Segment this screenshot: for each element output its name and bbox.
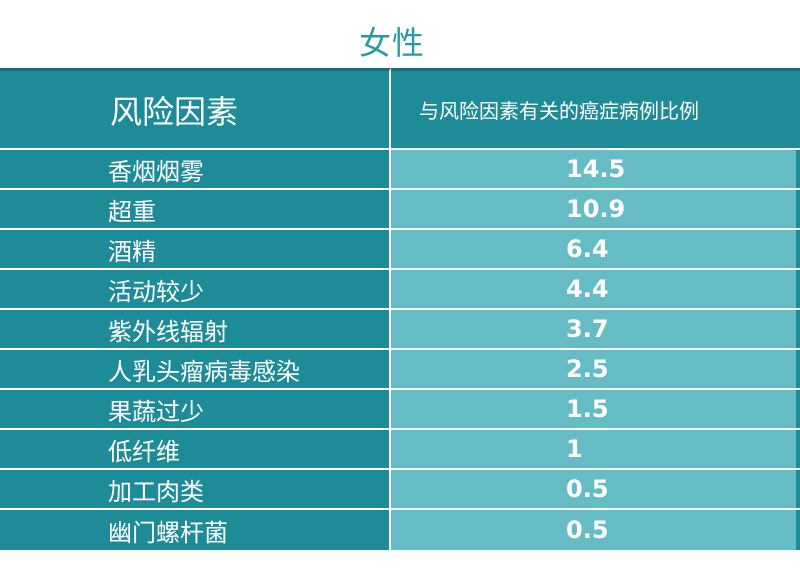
factor-cell: 酒精 xyxy=(0,230,391,268)
table-edge xyxy=(796,350,800,388)
risk-factor-table: 风险因素 与风险因素有关的癌症病例比例 香烟烟雾 14.5 超重 10.9 酒精… xyxy=(0,68,800,550)
factor-cell: 幽门螺杆菌 xyxy=(0,510,391,550)
value-cell: 1.5 xyxy=(391,390,796,428)
value-cell: 6.4 xyxy=(391,230,796,268)
factor-cell: 超重 xyxy=(0,190,391,228)
factor-cell: 低纤维 xyxy=(0,430,391,468)
table-row: 低纤维 1 xyxy=(0,430,800,470)
value-cell: 4.4 xyxy=(391,270,796,308)
table-row: 超重 10.9 xyxy=(0,190,800,230)
table-row: 人乳头瘤病毒感染 2.5 xyxy=(0,350,800,390)
factor-cell: 加工肉类 xyxy=(0,470,391,508)
table-edge xyxy=(796,310,800,348)
value-cell: 0.5 xyxy=(391,470,796,508)
table-row: 酒精 6.4 xyxy=(0,230,800,270)
table-edge xyxy=(796,430,800,468)
table-row: 果蔬过少 1.5 xyxy=(0,390,800,430)
factor-cell: 紫外线辐射 xyxy=(0,310,391,348)
table-row: 紫外线辐射 3.7 xyxy=(0,310,800,350)
table-row: 加工肉类 0.5 xyxy=(0,470,800,510)
table-header-row: 风险因素 与风险因素有关的癌症病例比例 xyxy=(0,68,800,150)
table-edge xyxy=(796,270,800,308)
value-cell: 0.5 xyxy=(391,510,796,550)
value-cell: 2.5 xyxy=(391,350,796,388)
table-edge xyxy=(796,470,800,508)
table-row: 香烟烟雾 14.5 xyxy=(0,150,800,190)
value-cell: 14.5 xyxy=(391,150,796,188)
table-edge xyxy=(796,390,800,428)
factor-cell: 活动较少 xyxy=(0,270,391,308)
table-edge xyxy=(796,510,800,550)
table-row: 活动较少 4.4 xyxy=(0,270,800,310)
table-edge xyxy=(796,68,800,148)
page-title: 女性 xyxy=(358,24,425,62)
table-edge xyxy=(796,190,800,228)
header-factor: 风险因素 xyxy=(0,68,391,148)
value-cell: 10.9 xyxy=(391,190,796,228)
table-row: 幽门螺杆菌 0.5 xyxy=(0,510,800,550)
table-edge xyxy=(796,150,800,188)
value-cell: 1 xyxy=(391,430,796,468)
factor-cell: 果蔬过少 xyxy=(0,390,391,428)
factor-cell: 香烟烟雾 xyxy=(0,150,391,188)
header-proportion: 与风险因素有关的癌症病例比例 xyxy=(391,68,796,148)
table-edge xyxy=(796,230,800,268)
value-cell: 3.7 xyxy=(391,310,796,348)
factor-cell: 人乳头瘤病毒感染 xyxy=(0,350,391,388)
